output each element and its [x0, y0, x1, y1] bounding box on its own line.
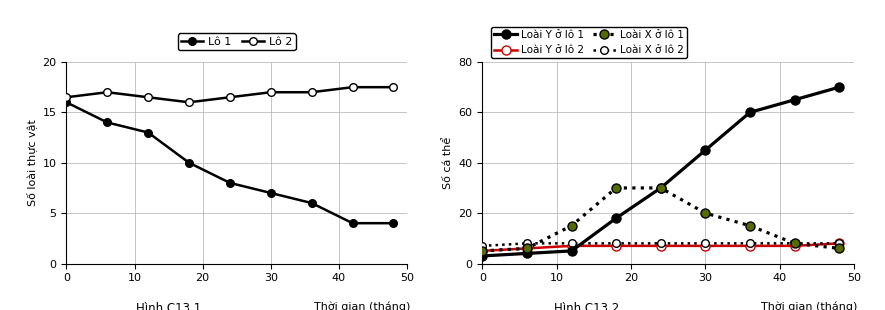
Loài Y ở lô 2 [566, 244, 577, 248]
Lô 1 [225, 181, 235, 185]
Loài Y ở lô 2 [611, 244, 621, 248]
Lô 2 [347, 85, 358, 89]
Loài X ở lô 1 [656, 186, 666, 190]
Loài X ở lô 2 [700, 241, 711, 245]
Loài X ở lô 2 [656, 241, 666, 245]
Loài X ở lô 1 [566, 224, 577, 228]
Lô 2 [306, 91, 317, 94]
Loài Y ở lô 2 [700, 244, 711, 248]
Loài Y ở lô 2 [656, 244, 666, 248]
Text: Hình C13.1: Hình C13.1 [136, 302, 201, 310]
Text: Thời gian (tháng): Thời gian (tháng) [761, 302, 858, 310]
Loài Y ở lô 1 [477, 254, 488, 258]
Loài X ở lô 1 [521, 246, 532, 250]
Line: Lô 2: Lô 2 [63, 83, 397, 106]
Loài Y ở lô 1 [656, 186, 666, 190]
Loài Y ở lô 2 [789, 244, 800, 248]
Loài Y ở lô 1 [566, 249, 577, 253]
Lô 2 [389, 85, 399, 89]
Loài X ở lô 1 [834, 246, 844, 250]
Loài Y ở lô 1 [834, 85, 844, 89]
Loài Y ở lô 2 [477, 249, 488, 253]
Loài X ở lô 2 [477, 244, 488, 248]
Loài Y ở lô 1 [744, 110, 755, 114]
Loài Y ở lô 1 [700, 148, 711, 152]
Lô 2 [266, 91, 276, 94]
Lô 2 [225, 95, 235, 99]
Loài X ở lô 2 [789, 241, 800, 245]
Line: Loài Y ở lô 1: Loài Y ở lô 1 [478, 83, 843, 260]
Line: Loài X ở lô 1: Loài X ở lô 1 [478, 184, 843, 255]
Loài X ở lô 2 [566, 241, 577, 245]
Lô 2 [61, 95, 72, 99]
Y-axis label: Số loài thực vật: Số loài thực vật [26, 119, 37, 206]
Lô 1 [347, 221, 358, 225]
Lô 1 [142, 131, 153, 134]
Line: Lô 1: Lô 1 [63, 99, 397, 227]
Loài Y ở lô 1 [521, 252, 532, 255]
Lô 2 [184, 100, 195, 104]
Loài Y ở lô 1 [789, 98, 800, 102]
Legend: Lô 1, Lô 2: Lô 1, Lô 2 [178, 33, 296, 50]
Loài X ở lô 2 [834, 241, 844, 245]
Y-axis label: Số cá thể: Số cá thể [442, 137, 453, 189]
Loài X ở lô 1 [477, 249, 488, 253]
Loài X ở lô 1 [700, 211, 711, 215]
Legend: Loài Y ở lô 1, Loài Y ở lô 2, Loài X ở lô 1, Loài X ở lô 2: Loài Y ở lô 1, Loài Y ở lô 2, Loài X ở l… [491, 27, 687, 58]
Loài Y ở lô 2 [521, 246, 532, 250]
Lô 2 [102, 91, 112, 94]
Lô 2 [142, 95, 153, 99]
Lô 1 [102, 121, 112, 124]
Loài Y ở lô 2 [834, 241, 844, 245]
Loài X ở lô 2 [521, 241, 532, 245]
Loài X ở lô 1 [611, 186, 621, 190]
Lô 1 [184, 161, 195, 165]
Loài X ở lô 1 [744, 224, 755, 228]
Loài X ở lô 1 [789, 241, 800, 245]
Loài X ở lô 2 [744, 241, 755, 245]
Lô 1 [61, 100, 72, 104]
Text: Thời gian (tháng): Thời gian (tháng) [314, 302, 411, 310]
Lô 1 [389, 221, 399, 225]
Line: Loài Y ở lô 2: Loài Y ở lô 2 [478, 239, 843, 255]
Text: Hình C13.2: Hình C13.2 [554, 302, 619, 310]
Loài Y ở lô 1 [611, 216, 621, 220]
Loài X ở lô 2 [611, 241, 621, 245]
Lô 1 [266, 191, 276, 195]
Loài Y ở lô 2 [744, 244, 755, 248]
Lô 1 [306, 201, 317, 205]
Line: Loài X ở lô 2: Loài X ở lô 2 [479, 240, 843, 250]
